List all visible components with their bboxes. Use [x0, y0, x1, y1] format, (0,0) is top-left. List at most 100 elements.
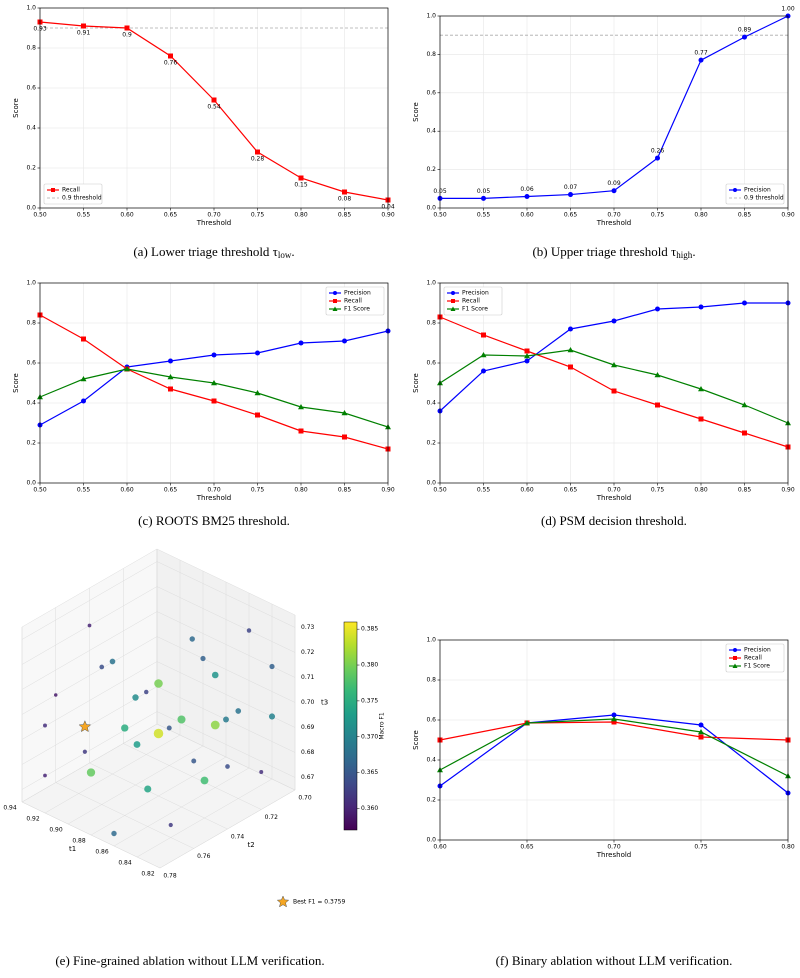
- scatter-point: [189, 636, 195, 642]
- marker: [124, 25, 130, 31]
- y-tick-label: 1.0: [426, 280, 436, 287]
- x-tick-label: 0.70: [207, 487, 221, 494]
- marker: [255, 412, 260, 418]
- x-tick-label: 0.80: [694, 487, 708, 494]
- legend-marker: [733, 188, 737, 192]
- marker: [568, 326, 573, 332]
- y-tick-label: 0.70: [298, 795, 312, 802]
- caption-text: (c) ROOTS BM25 threshold.: [138, 513, 290, 528]
- grid-line: [21, 636, 158, 715]
- data-label: 0.08: [338, 196, 352, 203]
- data-label: 0.76: [164, 60, 178, 67]
- z-tick-label: 0.72: [301, 649, 315, 656]
- y-tick-label: 0.2: [426, 440, 436, 447]
- scatter-point: [54, 693, 58, 697]
- caption: (a) Lower triage threshold τlow.: [133, 244, 294, 260]
- x-tick-label: 0.90: [381, 212, 395, 219]
- scatter-point: [268, 713, 276, 720]
- legend-marker-shape: [332, 306, 338, 311]
- caption-text: (e) Fine-grained ablation without LLM ve…: [55, 953, 324, 968]
- marker: [480, 352, 487, 358]
- marker: [524, 193, 530, 199]
- scatter-point: [109, 658, 116, 665]
- colorbar-tick-label: 0.370: [361, 733, 378, 740]
- x-axis-label: Threshold: [596, 219, 632, 227]
- caption: (d) PSM decision threshold.: [541, 513, 687, 528]
- scatter-point: [211, 671, 219, 679]
- x-tick-label: 0.60: [120, 212, 134, 219]
- caption: (b) Upper triage threshold τhigh.: [532, 244, 695, 260]
- marker: [698, 734, 704, 740]
- x-tick-label: 0.80: [694, 212, 708, 219]
- y-axis-label: Score: [12, 98, 20, 118]
- scatter-point: [235, 708, 242, 714]
- scatter-point: [269, 663, 275, 670]
- marker: [654, 372, 661, 378]
- marker: [698, 729, 704, 735]
- x-tick-label: 0.90: [381, 487, 395, 494]
- marker: [524, 358, 530, 364]
- marker: [568, 192, 573, 198]
- x-tick-label: 0.75: [251, 487, 265, 494]
- y-tick-label: 0.2: [426, 797, 436, 804]
- legend-label: F1 Score: [462, 306, 488, 313]
- x-tick-label: 0.55: [77, 212, 91, 219]
- x-tick-label: 0.85: [338, 487, 352, 494]
- data-label: 0.9: [122, 32, 132, 39]
- x-tick-label: 0.60: [120, 487, 134, 494]
- legend-marker: [733, 648, 737, 652]
- x-axis-label: Threshold: [196, 494, 232, 502]
- legend-label: Recall: [62, 187, 80, 194]
- scatter-point: [111, 830, 117, 837]
- legend-marker-shape: [51, 188, 55, 192]
- y-tick-label: 0.4: [426, 757, 436, 764]
- x-tick-label: 0.70: [207, 212, 221, 219]
- x-tick-label: 0.65: [520, 844, 534, 851]
- marker: [742, 300, 747, 306]
- marker: [298, 428, 304, 434]
- data-label: 0.77: [694, 50, 708, 57]
- y-tick-label: 0.8: [426, 320, 436, 327]
- plot-frame: [439, 15, 789, 209]
- x-axis-label: t1: [69, 845, 76, 853]
- scatter-point: [86, 768, 96, 777]
- colorbar-tick-label: 0.360: [361, 805, 378, 812]
- x-axis-label: Threshold: [196, 219, 232, 227]
- caption-subscript: high: [676, 250, 693, 260]
- marker: [254, 390, 261, 396]
- x-tick-label: 0.60: [520, 212, 534, 219]
- y-tick-label: 1.0: [426, 13, 436, 20]
- x-tick-label: 0.70: [607, 487, 621, 494]
- marker: [567, 347, 574, 353]
- x-tick-label: 0.55: [477, 487, 491, 494]
- colorbar-label: Macro F1: [379, 712, 386, 740]
- legend-marker: [332, 306, 338, 311]
- legend-label: F1 Score: [344, 306, 370, 313]
- marker: [524, 720, 530, 726]
- plot-frame: [439, 639, 789, 841]
- marker: [168, 53, 173, 59]
- marker: [481, 195, 486, 201]
- legend-marker-shape: [333, 299, 337, 303]
- legend-marker-shape: [333, 291, 337, 295]
- marker: [342, 338, 347, 344]
- legend-marker-shape: [450, 306, 456, 311]
- marker: [655, 155, 660, 161]
- marker: [742, 34, 747, 40]
- marker: [341, 410, 348, 416]
- marker: [211, 380, 217, 386]
- legend-marker-shape: [733, 188, 737, 192]
- marker: [611, 712, 617, 718]
- scatter-point: [168, 822, 173, 828]
- scatter-point: [99, 664, 105, 670]
- y-tick-label: 0.78: [163, 873, 177, 880]
- colorbar-tick-label: 0.385: [361, 626, 378, 633]
- scatter-point: [177, 715, 186, 724]
- grid-line: [21, 611, 158, 690]
- caption: (c) ROOTS BM25 threshold.: [138, 513, 290, 528]
- y-tick-label: 0.4: [26, 125, 36, 132]
- z-tick-label: 0.67: [301, 774, 315, 781]
- colorbar-tick-label: 0.375: [361, 697, 378, 704]
- marker: [741, 402, 748, 408]
